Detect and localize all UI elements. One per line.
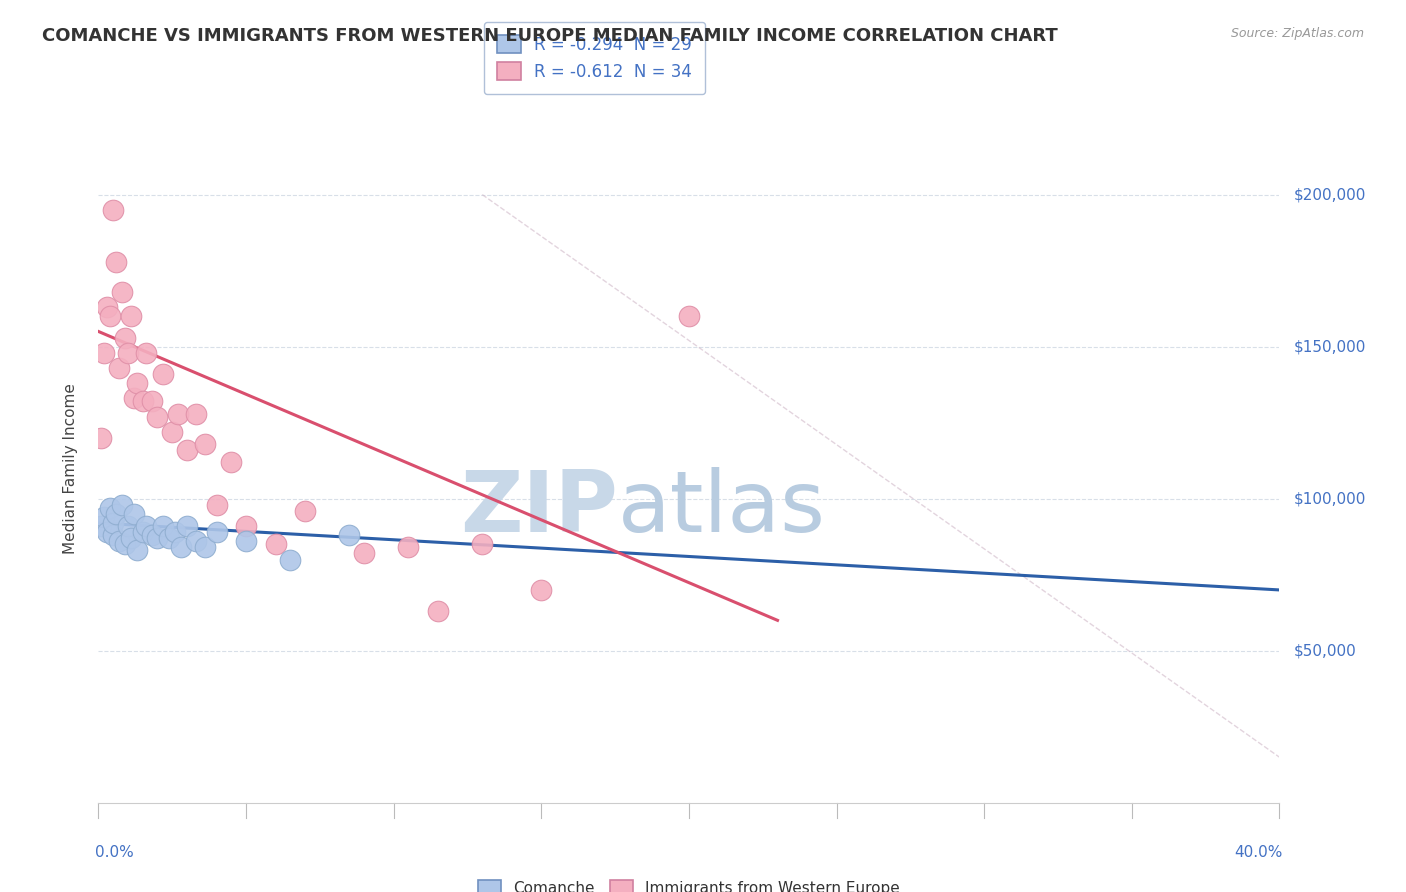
Point (176, 519, 198, 533)
Point (141, 394, 163, 409)
Point (167, 407, 190, 421)
Point (278, 552, 302, 566)
Point (219, 455, 242, 469)
Point (205, 498, 228, 512)
Point (105, 254, 128, 268)
Point (165, 525, 187, 540)
Point (90, 519, 112, 533)
Point (396, 541, 419, 555)
Point (117, 345, 139, 359)
Point (103, 528, 125, 542)
Point (337, 528, 360, 542)
Point (98, 500, 121, 515)
Point (111, 498, 134, 512)
Point (108, 361, 131, 376)
Point (184, 407, 207, 421)
Point (96, 525, 118, 540)
Point (170, 541, 193, 555)
Point (152, 519, 174, 533)
Point (264, 537, 287, 551)
Point (157, 531, 180, 545)
Point (530, 582, 553, 597)
Legend: Comanche, Immigrants from Western Europe: Comanche, Immigrants from Western Europe (472, 874, 905, 892)
Point (162, 425, 183, 439)
Point (125, 543, 148, 558)
Point (353, 546, 375, 560)
Point (114, 330, 136, 344)
Point (427, 604, 450, 618)
Point (135, 519, 157, 533)
Point (176, 443, 198, 458)
Point (105, 507, 128, 521)
Point (132, 525, 155, 540)
Point (96, 300, 118, 314)
Point (117, 519, 139, 533)
Text: COMANCHE VS IMMIGRANTS FROM WESTERN EUROPE MEDIAN FAMILY INCOME CORRELATION CHAR: COMANCHE VS IMMIGRANTS FROM WESTERN EURO… (42, 27, 1057, 45)
Point (93, 510, 115, 524)
Text: $150,000: $150,000 (1294, 339, 1365, 354)
Point (184, 534, 207, 549)
Point (93, 345, 115, 359)
Point (152, 367, 174, 381)
Text: ZIP: ZIP (460, 467, 619, 550)
Point (103, 202, 125, 217)
Text: $50,000: $50,000 (1294, 643, 1357, 658)
Point (122, 507, 145, 521)
Point (235, 534, 257, 549)
Point (111, 285, 134, 299)
Point (108, 534, 131, 549)
Point (141, 528, 163, 542)
Point (120, 531, 142, 545)
Point (122, 392, 145, 406)
Text: atlas: atlas (619, 467, 827, 550)
Point (194, 541, 217, 555)
Y-axis label: Median Family Income: Median Family Income (63, 383, 77, 554)
Text: Source: ZipAtlas.com: Source: ZipAtlas.com (1230, 27, 1364, 40)
Point (146, 409, 169, 424)
Point (114, 537, 136, 551)
Point (90, 431, 112, 445)
Point (194, 437, 217, 451)
Point (294, 504, 316, 518)
Point (103, 516, 125, 530)
Point (678, 310, 700, 324)
Point (132, 394, 155, 409)
Text: $200,000: $200,000 (1294, 187, 1365, 202)
Point (471, 537, 494, 551)
Point (125, 376, 148, 391)
Point (205, 525, 228, 540)
Text: 0.0%: 0.0% (96, 846, 134, 861)
Point (98, 310, 121, 324)
Point (146, 531, 169, 545)
Point (235, 519, 257, 533)
Text: 40.0%: 40.0% (1234, 846, 1282, 861)
Text: $100,000: $100,000 (1294, 491, 1365, 506)
Point (120, 310, 142, 324)
Point (135, 345, 157, 359)
